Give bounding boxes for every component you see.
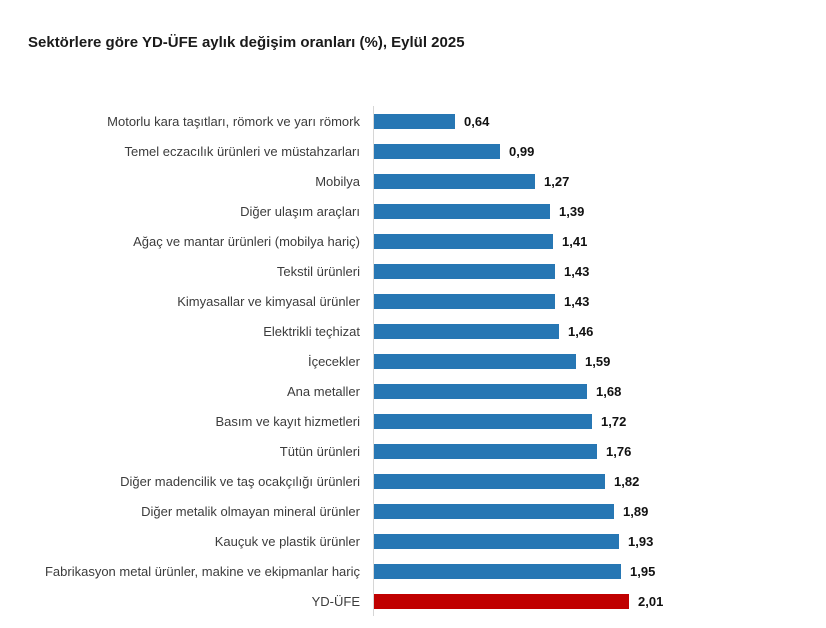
chart-row: Tütün ürünleri 1,76 — [0, 436, 826, 466]
bar — [374, 233, 553, 249]
category-label: Tütün ürünleri — [279, 443, 360, 459]
bar — [374, 473, 605, 489]
chart-row: Motorlu kara taşıtları, römork ve yarı r… — [0, 106, 826, 136]
chart-row: Kauçuk ve plastik ürünler 1,93 — [0, 526, 826, 556]
chart-title: Sektörlere göre YD-ÜFE aylık değişim ora… — [28, 34, 465, 51]
chart-row: Basım ve kayıt hizmetleri 1,72 — [0, 406, 826, 436]
bar-zone: 1,76 — [373, 436, 631, 466]
value-label: 1,93 — [628, 533, 654, 549]
bar-zone: 1,82 — [373, 466, 639, 496]
bar — [374, 323, 559, 339]
value-label: 1,76 — [606, 443, 632, 459]
chart-row: Diğer ulaşım araçları 1,39 — [0, 196, 826, 226]
chart-row: Diğer madencilik ve taş ocakçılığı ürünl… — [0, 466, 826, 496]
value-label: 1,41 — [562, 233, 588, 249]
value-label: 2,01 — [638, 593, 664, 609]
bar — [374, 293, 555, 309]
bar-zone: 2,01 — [373, 586, 663, 616]
category-label: Diğer ulaşım araçları — [240, 203, 360, 219]
bar — [374, 263, 555, 279]
category-label: Fabrikasyon metal ürünler, makine ve eki… — [44, 563, 360, 579]
value-label: 0,64 — [464, 113, 490, 129]
bar-chart: Motorlu kara taşıtları, römork ve yarı r… — [0, 106, 826, 616]
category-label: Diğer metalik olmayan mineral ürünler — [141, 503, 360, 519]
value-label: 1,72 — [601, 413, 627, 429]
category-label: İçecekler — [307, 353, 360, 369]
category-label: Elektrikli teçhizat — [263, 323, 360, 339]
value-label: 1,39 — [559, 203, 585, 219]
value-label: 1,43 — [564, 293, 590, 309]
bar-zone: 1,41 — [373, 226, 587, 256]
category-label: Kauçuk ve plastik ürünler — [214, 533, 360, 549]
bar — [374, 443, 597, 459]
bar-zone: 1,27 — [373, 166, 569, 196]
chart-row: Mobilya 1,27 — [0, 166, 826, 196]
chart-row: Diğer metalik olmayan mineral ürünler 1,8… — [0, 496, 826, 526]
chart-row: Ana metaller 1,68 — [0, 376, 826, 406]
value-label: 1,46 — [568, 323, 594, 339]
bar-zone: 1,46 — [373, 316, 593, 346]
value-label: 1,27 — [544, 173, 570, 189]
chart-row: Kimyasallar ve kimyasal ürünler 1,43 — [0, 286, 826, 316]
bar-zone: 0,99 — [373, 136, 534, 166]
bar — [374, 383, 587, 399]
bar-zone: 1,93 — [373, 526, 653, 556]
bar — [374, 203, 550, 219]
category-label: Motorlu kara taşıtları, römork ve yarı r… — [107, 113, 360, 129]
value-label: 1,82 — [614, 473, 640, 489]
bar-zone: 1,89 — [373, 496, 648, 526]
bar-zone: 0,64 — [373, 106, 489, 136]
bar — [374, 113, 455, 129]
value-label: 1,68 — [596, 383, 622, 399]
category-label: Ağaç ve mantar ürünleri (mobilya hariç) — [133, 233, 360, 249]
bar — [374, 173, 535, 189]
value-label: 1,89 — [623, 503, 649, 519]
bar — [374, 533, 619, 549]
bar — [374, 143, 500, 159]
chart-row: Fabrikasyon metal ürünler, makine ve eki… — [0, 556, 826, 586]
bar — [374, 503, 614, 519]
chart-row: Temel eczacılık ürünleri ve müstahzarlar… — [0, 136, 826, 166]
chart-row: Elektrikli teçhizat 1,46 — [0, 316, 826, 346]
category-label: Tekstil ürünleri — [276, 263, 360, 279]
category-label: YD-ÜFE — [311, 593, 360, 609]
value-label: 1,43 — [564, 263, 590, 279]
bar-zone: 1,43 — [373, 286, 589, 316]
bar — [374, 353, 576, 369]
bar — [374, 413, 592, 429]
bar-zone: 1,72 — [373, 406, 626, 436]
value-label: 0,99 — [509, 143, 535, 159]
chart-row: Tekstil ürünleri 1,43 — [0, 256, 826, 286]
category-label: Kimyasallar ve kimyasal ürünler — [177, 293, 360, 309]
value-label: 1,95 — [630, 563, 656, 579]
category-label: Ana metaller — [287, 383, 360, 399]
bar — [374, 593, 629, 609]
bar-zone: 1,59 — [373, 346, 610, 376]
value-label: 1,59 — [585, 353, 611, 369]
category-label: Temel eczacılık ürünleri ve müstahzarlar… — [124, 143, 360, 159]
chart-row: YD-ÜFE 2,01 — [0, 586, 826, 616]
bar-zone: 1,43 — [373, 256, 589, 286]
bar-zone: 1,95 — [373, 556, 655, 586]
category-label: Mobilya — [315, 173, 360, 189]
bar-zone: 1,68 — [373, 376, 621, 406]
bar-zone: 1,39 — [373, 196, 584, 226]
category-label: Basım ve kayıt hizmetleri — [215, 413, 361, 429]
chart-row: İçecekler 1,59 — [0, 346, 826, 376]
bar — [374, 563, 621, 579]
category-label: Diğer madencilik ve taş ocakçılığı ürünl… — [120, 473, 360, 489]
chart-row: Ağaç ve mantar ürünleri (mobilya hariç) 1… — [0, 226, 826, 256]
